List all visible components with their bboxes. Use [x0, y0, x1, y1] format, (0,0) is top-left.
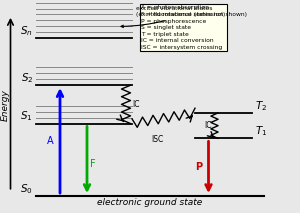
Text: $T_1$: $T_1$ — [255, 124, 267, 138]
Text: $S_0$: $S_0$ — [20, 182, 33, 196]
Text: P: P — [195, 162, 203, 172]
Text: Energy: Energy — [1, 89, 10, 121]
Text: excited vibrational states
(excited rotational states not shown): excited vibrational states (excited rota… — [121, 6, 248, 27]
Text: $S_1$: $S_1$ — [20, 109, 33, 123]
Text: A: A — [47, 136, 54, 145]
Text: IC: IC — [132, 100, 140, 109]
Text: electronic ground state: electronic ground state — [98, 198, 202, 207]
Text: F: F — [90, 159, 96, 169]
Text: A = photon absorption
F = fluorescence (emission)
P = phosphorescence
S = single: A = photon absorption F = fluorescence (… — [141, 5, 225, 50]
Text: $S_n$: $S_n$ — [20, 24, 33, 38]
Text: ISC: ISC — [152, 135, 164, 144]
Text: $S_2$: $S_2$ — [21, 71, 33, 85]
Text: $T_2$: $T_2$ — [255, 99, 267, 113]
Text: IC: IC — [204, 121, 212, 130]
